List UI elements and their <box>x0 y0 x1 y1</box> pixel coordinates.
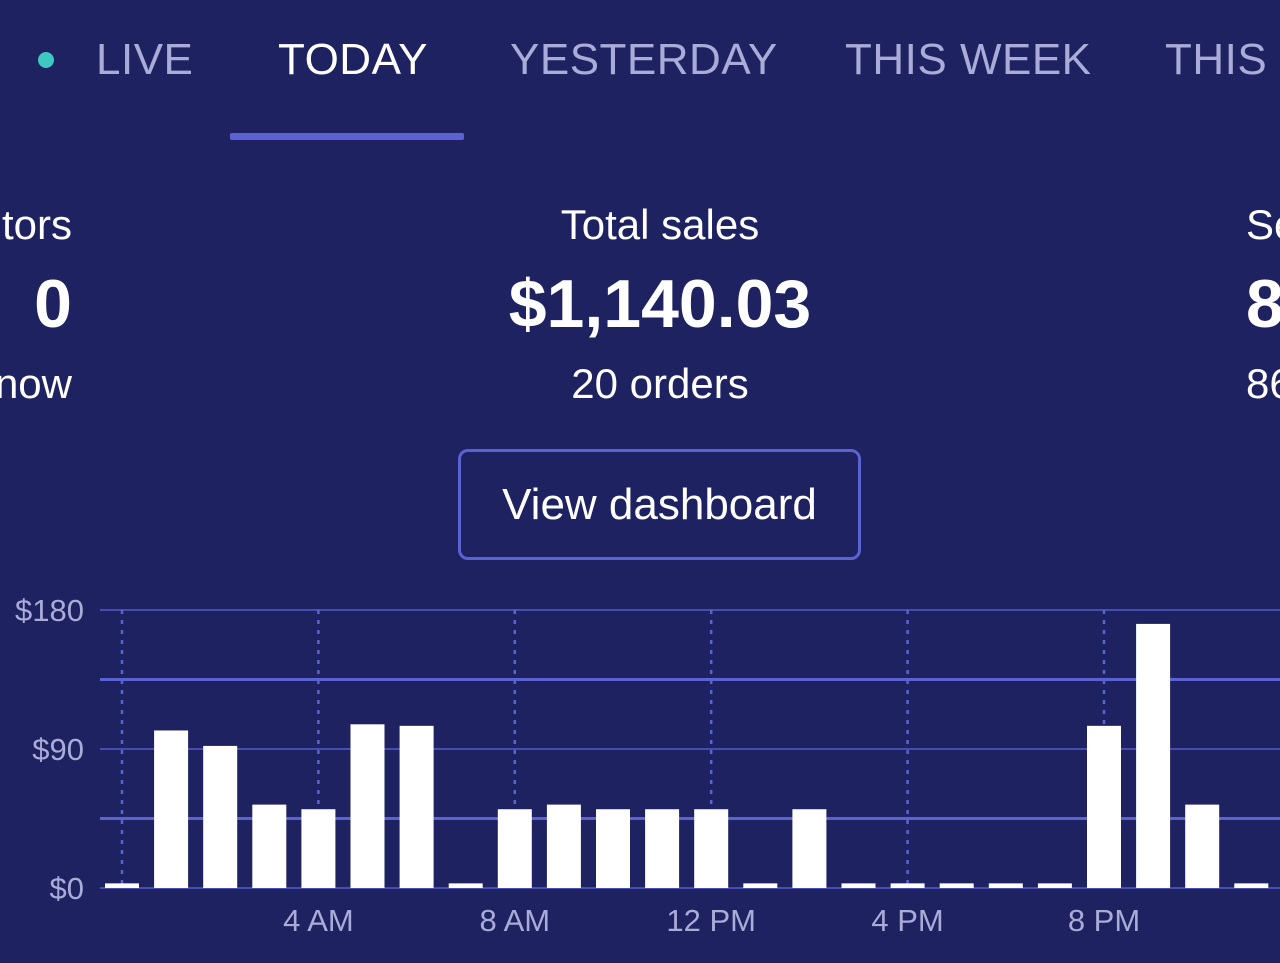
orders-count: 20 orders <box>571 360 749 407</box>
sessions-sub: 86 <box>1246 360 1280 407</box>
total-sales-label: Total sales <box>560 201 760 248</box>
bar <box>203 745 238 888</box>
x-tick-label: 4 PM <box>871 903 943 938</box>
bar <box>1234 883 1269 888</box>
bar <box>1136 623 1171 888</box>
bar <box>399 725 434 888</box>
sales-by-hour-chart: $180 $90 $0 4 AM 8 AM 12 PM 4 PM 8 PM <box>0 580 1280 963</box>
bar <box>1185 804 1220 888</box>
bar <box>841 883 876 888</box>
x-tick-label: 4 AM <box>283 903 354 938</box>
active-tab-indicator <box>230 133 464 140</box>
sessions-stat[interactable]: Se 8 86 <box>1246 198 1280 412</box>
tab-live[interactable]: LIVE <box>96 35 194 84</box>
x-tick-label: 8 PM <box>1068 903 1140 938</box>
bar <box>350 724 385 888</box>
tab-today[interactable]: TODAY <box>278 35 429 84</box>
x-tick-label: 8 AM <box>479 903 550 938</box>
visitors-value: 0 <box>34 266 72 342</box>
total-sales-stat[interactable]: Total sales $1,140.03 20 orders <box>400 198 920 412</box>
total-sales-value: $1,140.03 <box>508 266 812 342</box>
y-tick-label: $180 <box>15 593 84 628</box>
bar <box>694 809 729 888</box>
bar <box>154 730 189 888</box>
bar <box>596 809 630 888</box>
live-dot-icon <box>38 52 54 68</box>
bar <box>301 809 336 888</box>
tab-yesterday[interactable]: YESTERDAY <box>510 35 778 84</box>
period-tabs: LIVE TODAY YESTERDAY THIS WEEK THIS M <box>0 0 1280 140</box>
bar <box>1087 725 1121 888</box>
bar <box>105 883 139 888</box>
bar <box>1037 883 1072 888</box>
bar <box>890 883 925 888</box>
bar <box>497 809 532 888</box>
y-tick-label: $90 <box>32 732 84 767</box>
bar <box>743 883 778 888</box>
bar <box>988 883 1023 888</box>
bar <box>939 883 974 888</box>
sessions-value: 8 <box>1246 266 1280 342</box>
visitors-label: tors <box>1 201 72 248</box>
sessions-label: Se <box>1246 201 1280 248</box>
visitors-stat[interactable]: tors 0 now <box>0 198 72 412</box>
view-dashboard-button[interactable]: View dashboard <box>458 449 861 560</box>
y-tick-label: $0 <box>50 871 84 906</box>
bar <box>792 809 827 888</box>
bar <box>252 804 287 888</box>
visitors-sub: now <box>0 360 72 407</box>
x-tick-label: 12 PM <box>666 903 756 938</box>
bar <box>448 883 483 888</box>
tab-this-week[interactable]: THIS WEEK <box>845 35 1092 84</box>
bar <box>546 804 581 888</box>
bar <box>645 809 680 888</box>
sales-chart-svg: $180 $90 $0 4 AM 8 AM 12 PM 4 PM 8 PM <box>15 593 1280 938</box>
tab-this-month[interactable]: THIS M <box>1165 35 1280 84</box>
